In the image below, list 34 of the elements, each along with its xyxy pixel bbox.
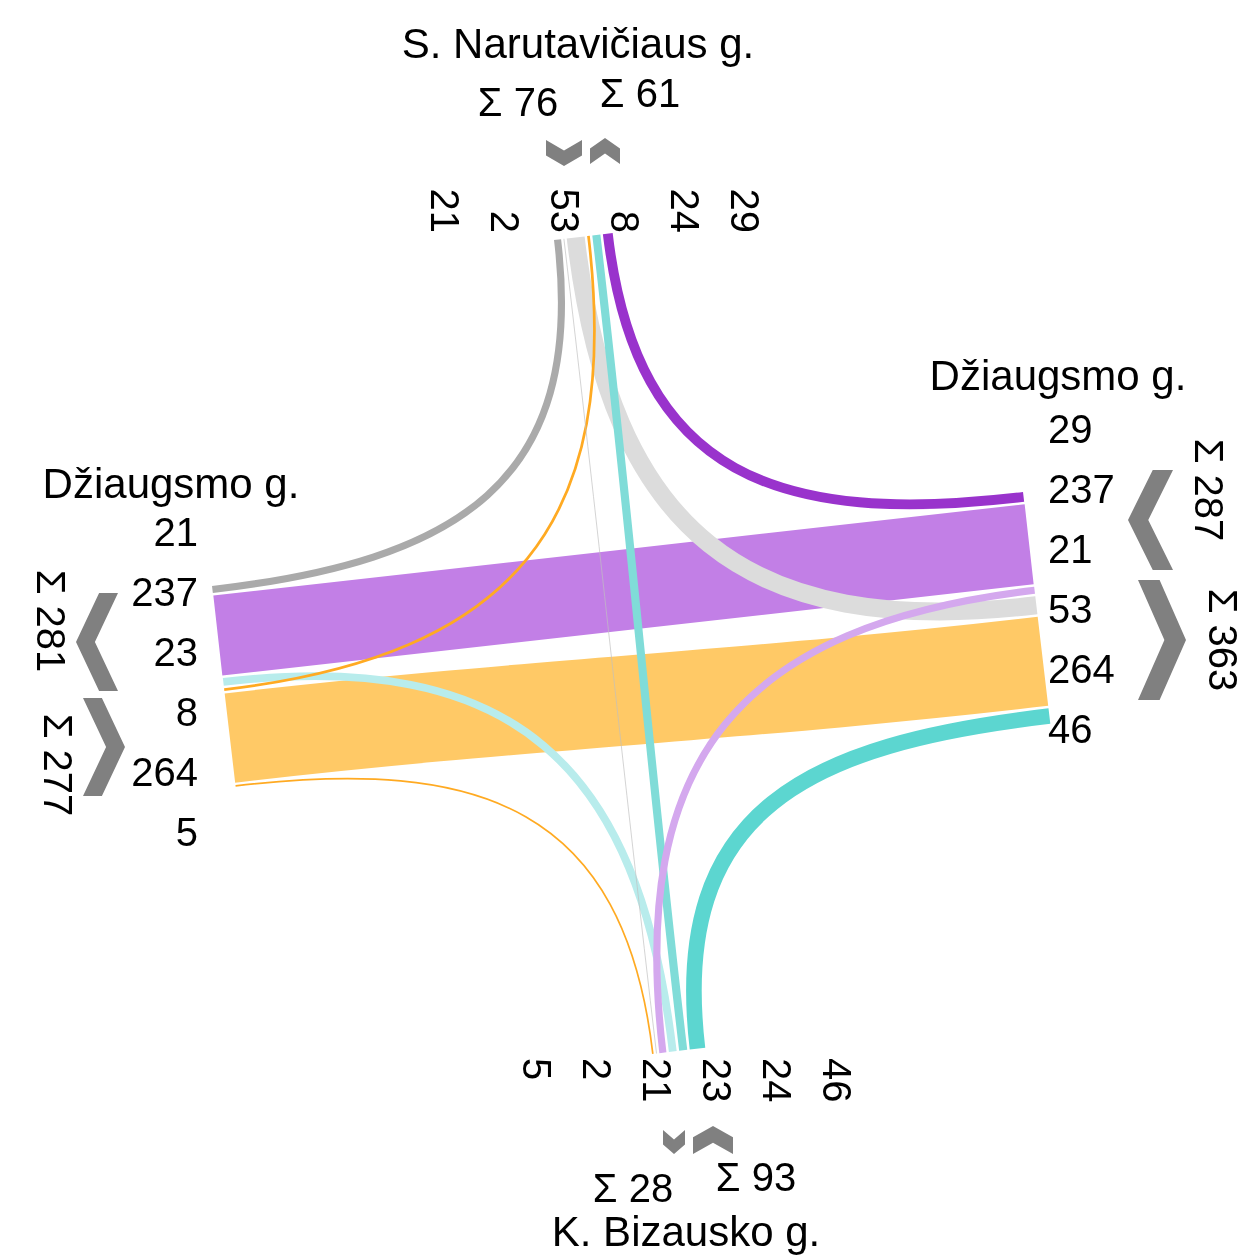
data-label: 264 [1048,647,1115,692]
text: 8 [175,690,198,735]
data-label: 29 [722,188,767,233]
category-label: Džiaugsmo g. [929,351,1187,399]
data-label: 21 [634,1058,679,1103]
text: 21 [422,188,467,233]
text: 46 [814,1058,859,1103]
text: 21 [1048,527,1093,572]
text: 24 [754,1058,799,1103]
text: Σ 61 [599,71,681,116]
data-label: 8 [602,210,647,233]
text: Σ 281 [28,569,73,673]
text: 237 [1048,467,1115,512]
text: 53 [542,188,587,233]
data-label: 21 [153,510,198,555]
data-label: 2 [574,1058,619,1081]
text: Σ 76 [477,80,559,125]
text: 2 [482,210,527,233]
data-label: 53 [1048,587,1093,632]
text: 23 [694,1058,739,1103]
text: Σ 93 [715,1155,797,1200]
category-label: S. Narutavičiaus g. [401,19,755,67]
data-label: 237 [131,570,198,615]
data-label: 23 [153,630,198,675]
text: Σ 277 [35,713,80,817]
text: Σ 363 [1200,588,1245,692]
data-label: 46 [1048,707,1093,752]
category-label: Džiaugsmo g. [42,459,300,507]
text: 264 [131,750,198,795]
data-label: 24 [662,188,707,233]
text: 5 [175,810,198,855]
data-label: 5 [514,1058,559,1081]
text: Σ 287 [1186,438,1231,542]
text: 29 [1048,407,1093,452]
